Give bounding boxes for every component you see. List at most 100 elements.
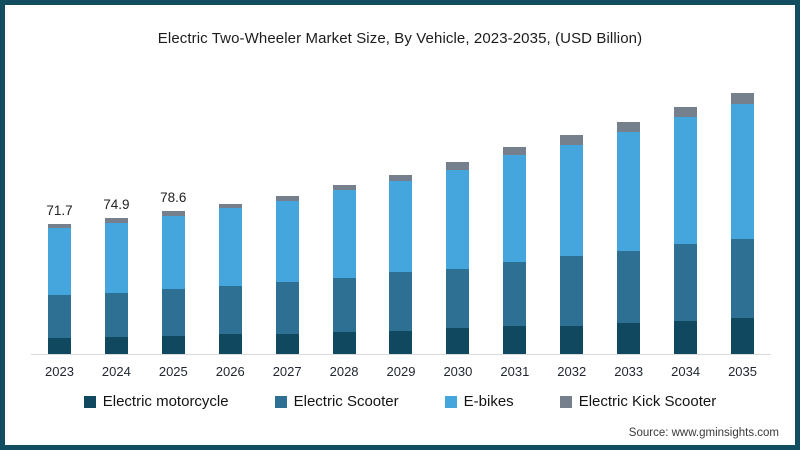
bar-segment-electric-kick-scooter [560,134,584,145]
legend-label-electric-scooter: Electric Scooter [293,393,399,410]
legend-item-electric-scooter: Electric Scooter [274,393,399,410]
bar-segment-electric-kick-scooter [161,211,185,216]
bar-column-2023: 71.7 [31,60,88,354]
bar-segment-electric-kick-scooter [332,184,356,190]
bar-segment-electric-scooter [560,256,584,326]
bar-segment-electric-kick-scooter [389,174,413,182]
bar-segment-e-bikes [617,132,641,251]
bar-segment-electric-scooter [218,286,242,335]
bar-segment-e-bikes [503,154,527,262]
bar-column-2024: 74.9 [88,60,145,354]
bar-segment-e-bikes [161,215,185,289]
bar-column-2028 [316,60,373,354]
bar-segment-electric-scooter [161,288,185,336]
bar-segment-e-bikes [275,200,299,282]
bar-segment-e-bikes [389,181,413,273]
bar-column-2030 [429,60,486,354]
x-axis-label-2031: 2031 [500,364,530,379]
x-axis-label-2027: 2027 [272,364,302,379]
bar-segment-electric-scooter [275,281,299,335]
bar-segment-electric-scooter [47,295,71,338]
x-axis-labels: 2023 2024 2025 2026 2027 2028 2029 2030 2031 2032… [31,364,771,379]
bar-segment-e-bikes [332,189,356,278]
bar-segment-electric-motorcycle [446,328,470,354]
x-axis-label-2028: 2028 [329,364,359,379]
bar-segment-electric-kick-scooter [617,121,641,133]
x-axis-label-2024: 2024 [101,364,131,379]
bar-2035 [731,93,755,354]
bar-segment-electric-scooter [674,243,698,321]
bar-segment-electric-scooter [389,272,413,331]
bar-segment-electric-scooter [332,277,356,333]
x-axis-label-2032: 2032 [557,364,587,379]
bar-segment-electric-motorcycle [332,332,356,354]
bar-value-label-2025: 78.6 [160,190,187,206]
bar-segment-electric-kick-scooter [275,195,299,201]
legend-swatch-electric-kick-scooter [559,395,572,408]
bar-segment-electric-scooter [446,268,470,329]
chart-title: Electric Two-Wheeler Market Size, By Veh… [157,30,643,47]
x-axis-label-2026: 2026 [215,364,245,379]
bar-segment-electric-kick-scooter [674,106,698,118]
bar-segment-electric-motorcycle [47,337,71,354]
x-axis-label-2025: 2025 [158,364,188,379]
bar-segment-e-bikes [47,228,71,296]
legend-swatch-e-bikes [444,395,457,408]
bar-2030 [446,162,470,354]
bar-segment-electric-motorcycle [389,330,413,354]
bar-segment-e-bikes [731,103,755,240]
x-axis-label-2034: 2034 [671,364,701,379]
bar-segment-electric-kick-scooter [731,93,755,104]
bar-2027 [275,195,299,354]
bar-segment-electric-motorcycle [560,325,584,354]
legend-item-electric-motorcycle: Electric motorcycle [83,393,229,410]
bar-column-2029 [373,60,430,354]
bar-2029 [389,174,413,354]
x-axis-label-2033: 2033 [614,364,644,379]
bar-segment-electric-kick-scooter [47,224,71,229]
bar-segment-e-bikes [446,169,470,269]
plot-area: 71.7 74.9 78.6 [31,60,771,355]
legend-label-electric-motorcycle: Electric motorcycle [102,393,229,410]
bar-segment-electric-kick-scooter [218,203,242,209]
legend-swatch-electric-scooter [274,395,287,408]
bar-segment-electric-motorcycle [161,335,185,354]
bar-segment-e-bikes [104,222,128,293]
legend-item-e-bikes: E-bikes [444,393,514,410]
bar-segment-electric-scooter [503,261,527,327]
x-axis-label-2029: 2029 [386,364,416,379]
bar-2025 [161,211,185,354]
bar-2031 [503,147,527,354]
bar-segment-electric-scooter [731,239,755,319]
bar-segment-e-bikes [674,117,698,244]
legend: Electric motorcycle Electric Scooter E-bik… [5,393,795,410]
bar-value-label-2024: 74.9 [103,197,130,213]
bar-2028 [332,184,356,354]
bar-segment-electric-scooter [104,292,128,337]
bar-segment-electric-kick-scooter [446,162,470,170]
bar-column-2033 [600,60,657,354]
x-axis-label-2030: 2030 [443,364,473,379]
legend-label-electric-kick-scooter: Electric Kick Scooter [578,393,717,410]
bar-column-2027 [259,60,316,354]
bar-column-2031 [486,60,543,354]
bar-2023 [47,224,71,354]
chart-area: 71.7 74.9 78.6 2023 2024 2025 2026 2027 2028 202… [31,60,771,379]
bar-segment-electric-scooter [617,250,641,323]
bar-column-2034 [657,60,714,354]
bar-segment-electric-motorcycle [503,326,527,354]
bar-segment-electric-motorcycle [617,323,641,354]
bar-segment-e-bikes [560,144,584,257]
bar-segment-electric-motorcycle [731,318,755,354]
legend-item-electric-kick-scooter: Electric Kick Scooter [559,393,717,410]
bar-2032 [560,134,584,354]
bar-2026 [218,203,242,354]
x-axis-label-2023: 2023 [45,364,74,379]
bar-segment-electric-kick-scooter [104,218,128,223]
bar-value-label-2023: 71.7 [46,203,73,219]
bar-segment-electric-motorcycle [674,321,698,354]
bar-2033 [617,121,641,354]
source-credit: Source: www.gminsights.com [628,427,779,439]
x-axis-label-2035: 2035 [728,364,757,379]
bar-segment-electric-motorcycle [275,334,299,354]
